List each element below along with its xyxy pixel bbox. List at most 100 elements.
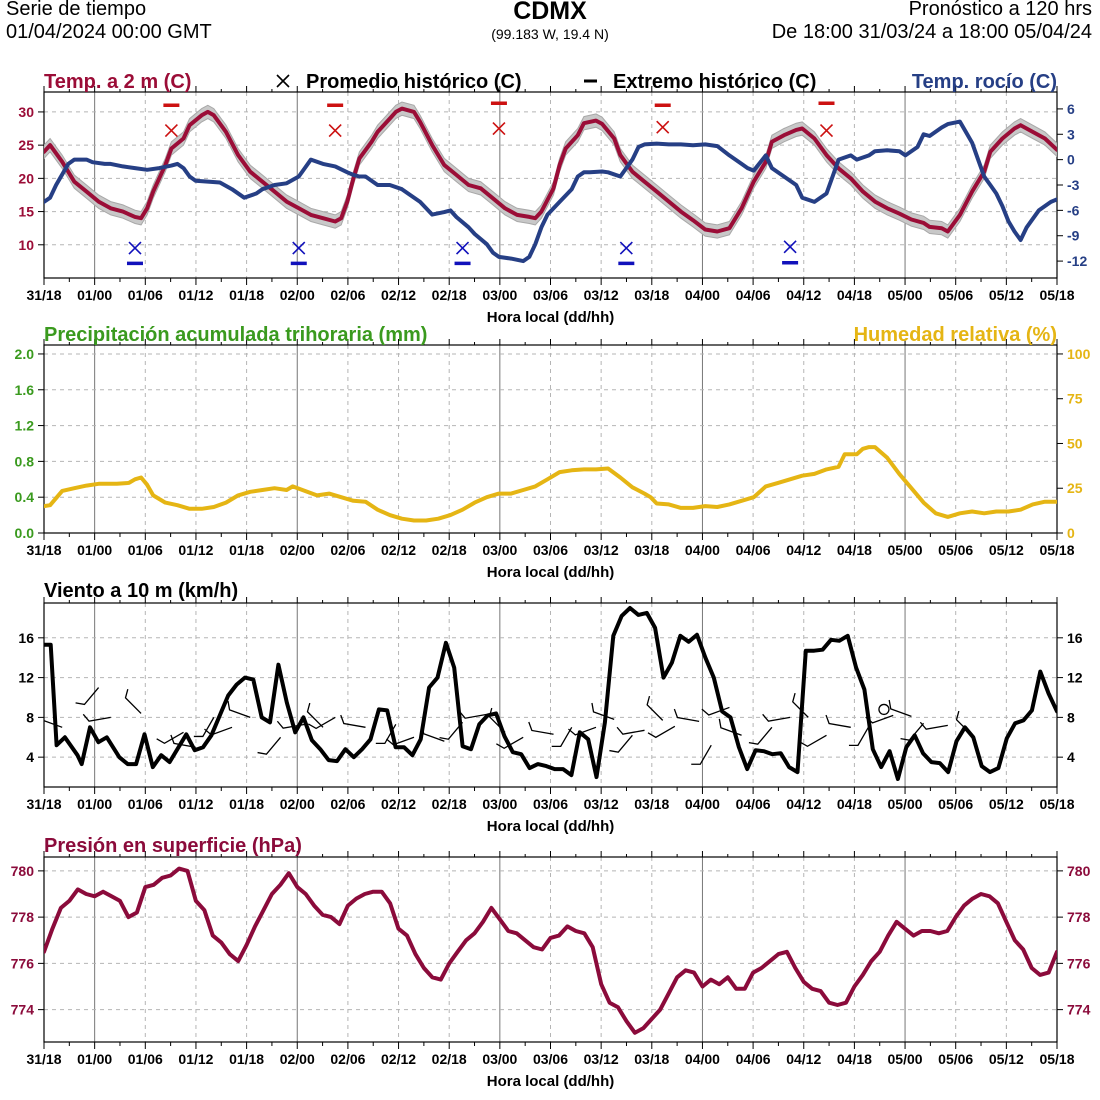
- y-tick-label-right: 3: [1067, 126, 1075, 142]
- x-tick-label: 04/00: [685, 287, 720, 303]
- x-tick-label: 05/12: [989, 287, 1024, 303]
- x-tick-label: 03/18: [634, 542, 669, 558]
- x-tick-label: 04/12: [786, 796, 821, 812]
- x-tick-label: 04/06: [736, 1051, 771, 1067]
- y-tick-label-left: 0.4: [15, 489, 35, 505]
- x-tick-label: 04/12: [786, 542, 821, 558]
- x-tick-label: 05/18: [1039, 1051, 1074, 1067]
- wind-barb: [227, 700, 251, 718]
- historical-average-marker: [455, 241, 470, 255]
- y-tick-label-right: 780: [1067, 863, 1091, 879]
- y-tick-label-right: 0: [1067, 525, 1075, 541]
- wind-barb: [421, 724, 445, 742]
- x-tick-label: 01/00: [77, 1051, 112, 1067]
- x-tick-label: 02/00: [280, 1051, 315, 1067]
- wind-barb: [919, 721, 948, 730]
- header-run-datetime: 01/04/2024 00:00 GMT: [6, 21, 212, 43]
- x-tick-label: 02/12: [381, 796, 416, 812]
- x-tick-label: 01/06: [128, 542, 163, 558]
- x-tick-label: 31/18: [26, 796, 61, 812]
- y-tick-label-left: 1.6: [15, 382, 35, 398]
- x-tick-label: 01/18: [229, 796, 264, 812]
- x-tick-label: 05/00: [888, 542, 923, 558]
- y-tick-label-left: 780: [11, 863, 35, 879]
- wind-barb: [609, 734, 633, 753]
- y-tick-label-right: -3: [1067, 177, 1080, 193]
- x-tick-label: 02/06: [330, 796, 365, 812]
- wind-barb: [386, 736, 415, 746]
- wind-barb: [691, 744, 712, 765]
- x-tick-label: 03/00: [482, 287, 517, 303]
- x-tick-label: 03/12: [584, 796, 619, 812]
- x-tick-label: 05/18: [1039, 542, 1074, 558]
- y-tick-label-right: 16: [1067, 630, 1083, 646]
- header-center: CDMX (99.183 W, 19.4 N): [0, 0, 1100, 42]
- x-tick-label: 05/12: [989, 1051, 1024, 1067]
- y-tick-label-left: 4: [26, 749, 34, 765]
- x-tick-label: 03/12: [584, 542, 619, 558]
- x-tick-label: 04/18: [837, 287, 872, 303]
- wind-barb: [799, 734, 827, 748]
- x-tick-label: 03/06: [533, 796, 568, 812]
- x-tick-label: 05/12: [989, 542, 1024, 558]
- y-tick-label-right: 8: [1067, 709, 1075, 725]
- historical-average-marker: [619, 241, 633, 255]
- x-tick-label: 01/12: [178, 287, 213, 303]
- temp-plot-area: [44, 101, 1057, 264]
- wind-barb: [591, 702, 615, 720]
- x-tick-label: 02/18: [432, 796, 467, 812]
- wind-barb: [170, 734, 196, 748]
- y-tick-label-left: 0.0: [15, 525, 35, 541]
- y-tick-label-left: 25: [18, 137, 34, 153]
- precip-title-right: Humedad relativa (%): [854, 324, 1057, 346]
- x-tick-label: 03/00: [482, 1051, 517, 1067]
- y-tick-label-right: 100: [1067, 346, 1091, 362]
- x-tick-label: 05/00: [888, 796, 923, 812]
- x-tick-label: 02/18: [432, 1051, 467, 1067]
- legend-avg-label: Promedio histórico (C): [306, 71, 522, 93]
- wind-barb: [673, 708, 700, 722]
- calm-wind-marker: [878, 703, 890, 716]
- y-tick-label-right: 50: [1067, 435, 1083, 451]
- y-tick-label-right: 75: [1067, 391, 1083, 407]
- temp-panel: 31/18 01/00 01/06 01/12 01/18 02/00 02/06 02/12…: [18, 71, 1087, 326]
- x-tick-label: 01/00: [77, 796, 112, 812]
- y-tick-label-left: 1.2: [15, 418, 35, 434]
- header-left: Serie de tiempo 01/04/2024 00:00 GMT: [6, 0, 212, 44]
- wind-barb: [825, 714, 851, 728]
- forecast-horizon: Pronóstico a 120 hrs: [908, 0, 1092, 20]
- wind-barb: [257, 736, 282, 755]
- x-tick-label: 01/06: [128, 287, 163, 303]
- wind-barb: [616, 726, 645, 735]
- wind-barb: [458, 710, 487, 719]
- x-tick-label: 01/18: [229, 287, 264, 303]
- y-tick-label-left: 30: [18, 104, 34, 120]
- y-tick-label-left: 778: [11, 909, 35, 925]
- wind-barb: [647, 725, 676, 739]
- x-tick-label: 03/06: [533, 287, 568, 303]
- y-tick-label-left: 8: [26, 709, 34, 725]
- y-tick-label-right: 4: [1067, 749, 1075, 765]
- historical-average-marker: [128, 241, 142, 255]
- series-humedad-relativa: [44, 445, 1057, 523]
- x-tick-label: 02/00: [280, 796, 315, 812]
- pressure-title-left: Presión en superficie (hPa): [44, 835, 302, 857]
- x-tick-label: 03/00: [482, 542, 517, 558]
- x-tick-label: 01/12: [178, 542, 213, 558]
- y-tick-label-right: -12: [1067, 253, 1087, 269]
- wind-barb: [44, 720, 63, 728]
- y-tick-label-left: 16: [18, 630, 34, 646]
- x-tick-label: 02/00: [280, 287, 315, 303]
- x-tick-label: 03/06: [533, 1051, 568, 1067]
- historical-average-marker: [656, 120, 670, 134]
- x-tick-label: 01/12: [178, 796, 213, 812]
- y-tick-label-left: 12: [18, 670, 34, 686]
- historical-average-marker: [492, 121, 506, 136]
- historical-average-marker: [328, 123, 342, 138]
- x-tick-label: 03/12: [584, 1051, 619, 1067]
- x-tick-label: 04/18: [837, 542, 872, 558]
- x-tick-label: 04/12: [786, 287, 821, 303]
- x-tick-label: 05/18: [1039, 287, 1074, 303]
- wind-barb: [848, 726, 870, 747]
